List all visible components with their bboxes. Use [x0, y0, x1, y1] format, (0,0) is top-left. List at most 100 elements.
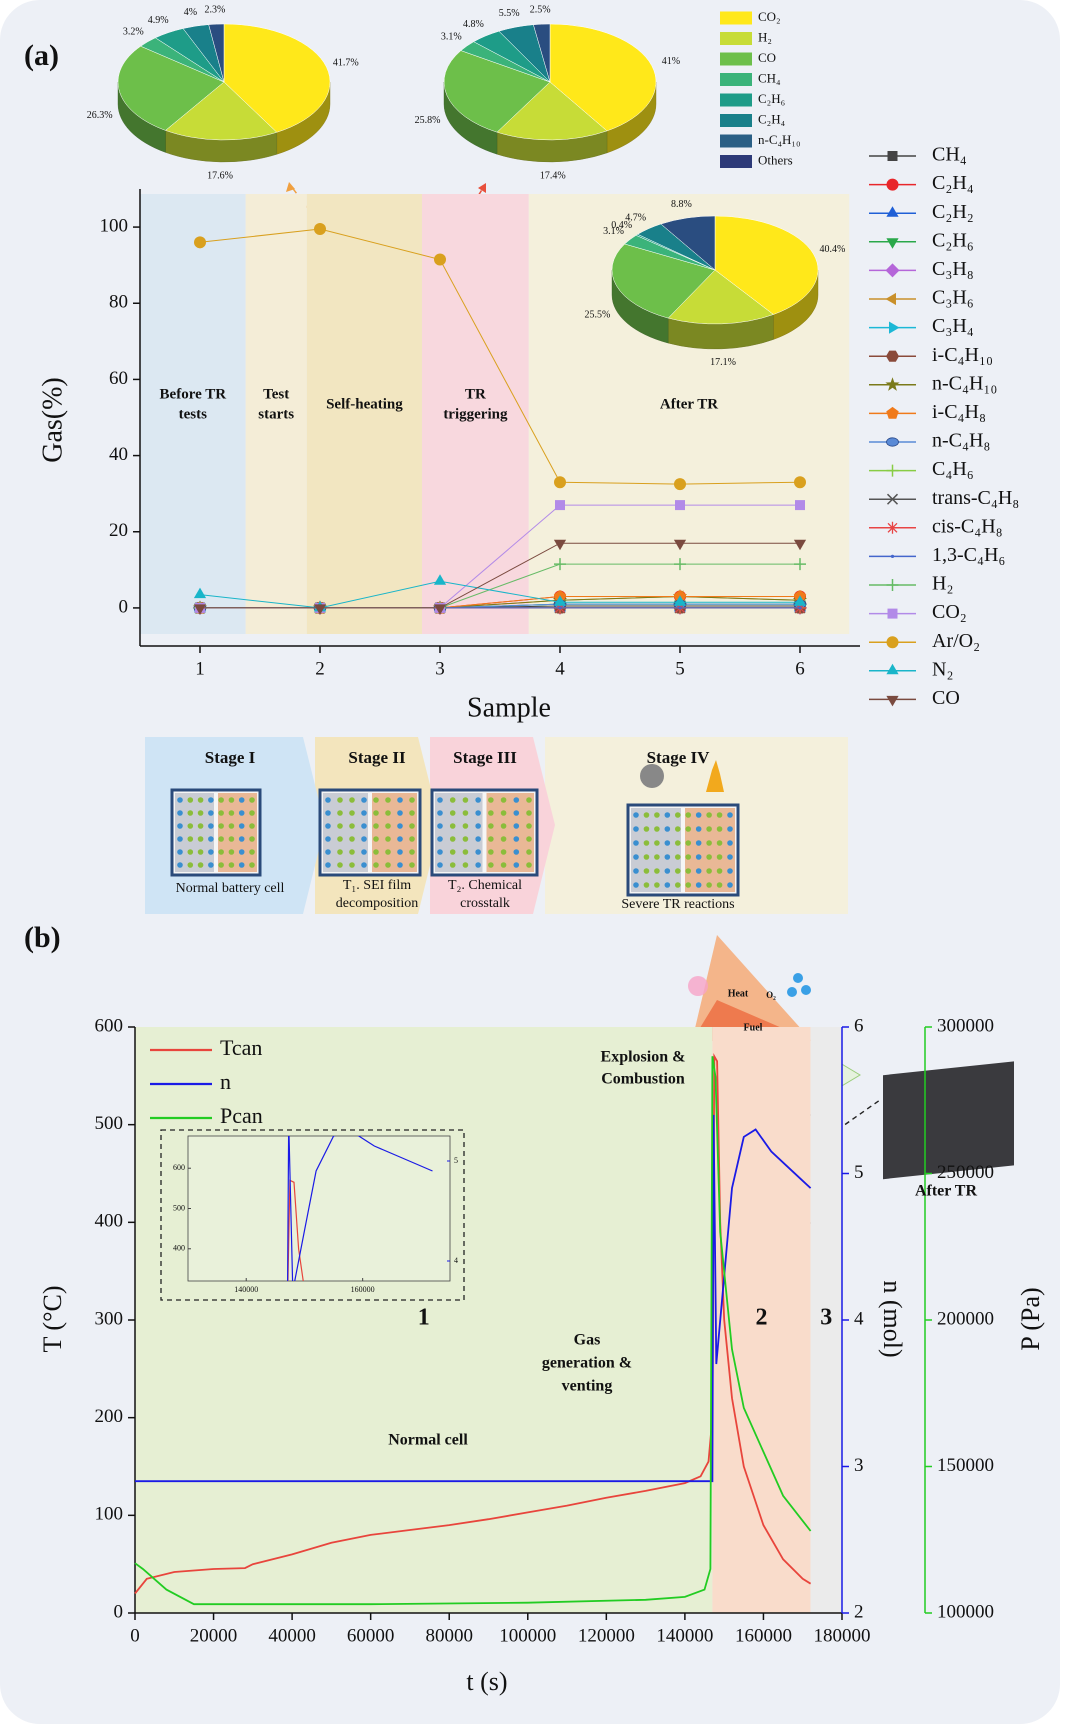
cell-particle — [397, 849, 403, 855]
heat-icon — [688, 976, 708, 996]
cell-particle — [654, 826, 660, 832]
pie-label: 17.4% — [540, 170, 566, 181]
x-tick-label: 2 — [315, 658, 325, 679]
cell-particle — [177, 797, 183, 803]
legend-label: CO₂ — [758, 9, 781, 24]
cell-particle — [437, 836, 443, 842]
stage-title: Stage IV — [647, 748, 711, 767]
legend-label: Ar/O₂ — [932, 630, 980, 652]
data-point — [675, 500, 685, 511]
cell-particle — [716, 840, 723, 846]
series-line — [200, 542, 800, 609]
data-point — [793, 539, 807, 551]
cell-particle — [208, 849, 214, 855]
data-point — [434, 253, 446, 266]
y-tick-label: 300 — [95, 1308, 124, 1329]
pie-label: 4.7% — [625, 212, 646, 223]
cell-particle — [449, 849, 456, 855]
cell-particle — [633, 812, 639, 818]
y2-tick-label: 3 — [854, 1455, 864, 1476]
y-tick-label: 600 — [95, 1015, 124, 1036]
cell-particle — [385, 810, 391, 816]
y-tick-label: 20 — [109, 520, 128, 541]
pie-slice — [714, 215, 819, 315]
legend-label: i-C₄H₈ — [932, 401, 986, 423]
cell-particle — [462, 836, 469, 842]
cell-particle — [197, 823, 204, 829]
cell-particle — [437, 849, 443, 855]
cell-particle — [349, 823, 355, 829]
cell-particle — [488, 797, 494, 803]
cell-particle — [337, 797, 343, 803]
data-point — [674, 558, 686, 571]
x-tick-label: 80000 — [425, 1625, 473, 1646]
cell-particle — [218, 797, 224, 803]
cell-particle — [633, 854, 639, 860]
legend-label: C₂H₄ — [932, 172, 974, 194]
stage-region — [422, 194, 529, 634]
oxygen-icon — [787, 987, 797, 997]
legend-label: CH₄ — [758, 70, 781, 85]
cell-particle — [218, 836, 224, 842]
cell-particle — [727, 868, 733, 874]
cell-particle — [409, 862, 415, 868]
pie-label: 0.4% — [611, 220, 632, 231]
cell-particle — [500, 849, 507, 855]
cell-particle — [685, 840, 692, 846]
cell-particle — [633, 882, 639, 888]
legend-marker — [886, 579, 899, 591]
pie-label: 4.9% — [148, 15, 169, 26]
pie-slice — [496, 81, 608, 141]
axis-label: t (s) — [466, 1667, 507, 1696]
cell-particle — [500, 823, 507, 829]
y3-tick-label: 100000 — [937, 1601, 994, 1622]
legend-swatch — [720, 155, 752, 168]
cell-particle — [397, 810, 403, 816]
y-tick-label: 100 — [95, 1504, 124, 1525]
axis-label: T (°C) — [38, 1286, 67, 1353]
cell-particle — [716, 882, 723, 888]
x-tick-label: 180000 — [814, 1625, 871, 1646]
cell-particle — [462, 810, 469, 816]
cell-particle — [437, 823, 443, 829]
cell-particle — [337, 836, 343, 842]
axis-label: P (Pa) — [1016, 1287, 1045, 1350]
cell-particle — [187, 836, 194, 842]
cell-particle — [197, 810, 204, 816]
data-point — [555, 500, 565, 511]
inset-y2-tick-label: 4 — [454, 1256, 458, 1265]
data-point — [795, 500, 805, 511]
data-point — [433, 574, 447, 585]
cell-particle — [385, 862, 391, 868]
inset-series-line — [287, 1136, 433, 1281]
annotation: Heat — [728, 988, 749, 999]
inset-y2-tick-label: 5 — [454, 1156, 458, 1165]
stage-caption: T₁. SEI film — [343, 878, 411, 893]
cell-particle — [643, 868, 650, 874]
cell-particle — [373, 810, 379, 816]
cell-particle — [685, 882, 692, 888]
cell-particle — [373, 836, 379, 842]
cell-particle — [397, 836, 403, 842]
cell-particle — [385, 836, 391, 842]
cell-particle — [218, 849, 224, 855]
cell-particle — [218, 823, 224, 829]
series-line — [134, 1052, 812, 1595]
x-tick-label: 1 — [195, 658, 205, 679]
cell-particle — [385, 849, 391, 855]
legend-label: Pcan — [220, 1103, 263, 1128]
legend-label: CO₂ — [932, 601, 967, 623]
pie-label: 25.5% — [585, 309, 611, 320]
legend-label: Others — [758, 152, 793, 167]
legend-marker — [885, 377, 900, 391]
region-label: 2 — [755, 1305, 767, 1331]
cell-particle — [685, 812, 692, 818]
legend-label: n-C₄H₈ — [932, 430, 990, 452]
cell-particle — [513, 810, 520, 816]
y-tick-label: 60 — [109, 368, 128, 389]
series-line — [135, 1114, 812, 1483]
cell-cathode — [486, 793, 534, 872]
cell-particle — [727, 826, 733, 832]
cell-particle — [361, 810, 367, 816]
cell-particle — [197, 797, 204, 803]
